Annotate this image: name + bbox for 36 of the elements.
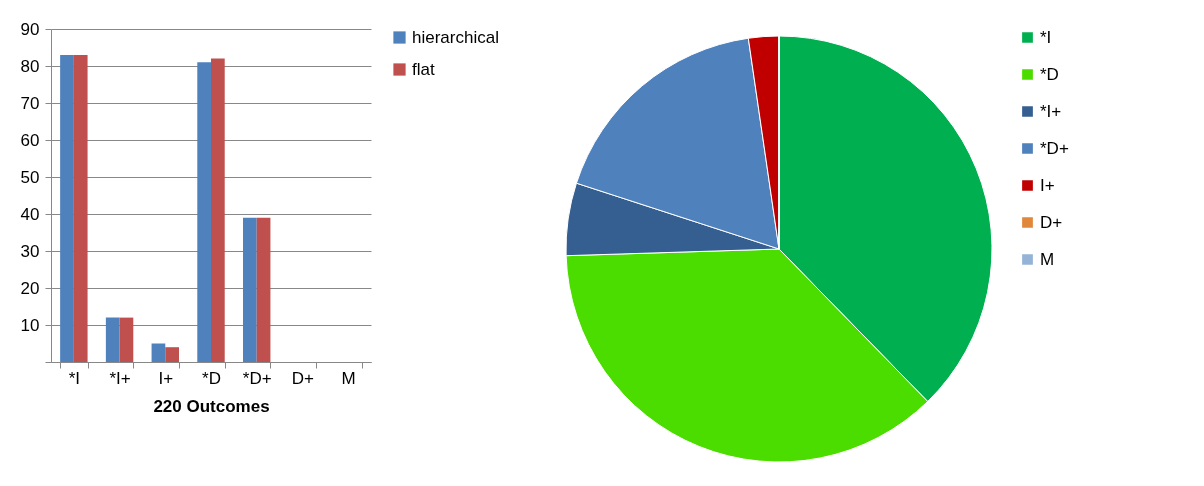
x-tick-label: *D+ bbox=[242, 368, 272, 388]
y-tick-label: 70 bbox=[20, 93, 40, 113]
x-tick-label: *I+ bbox=[109, 368, 131, 388]
x-tick-label: *D bbox=[202, 368, 221, 388]
legend-label: flat bbox=[412, 59, 435, 79]
bar bbox=[165, 347, 179, 362]
legend-label: D+ bbox=[1040, 212, 1063, 232]
x-tick-label: *I bbox=[68, 368, 81, 388]
y-tick-label: 40 bbox=[20, 204, 40, 224]
y-tick-label: 80 bbox=[20, 56, 40, 76]
bar bbox=[73, 54, 88, 362]
x-axis-title: 220 Outcomes bbox=[153, 396, 270, 416]
legend-label: *I bbox=[1040, 27, 1052, 47]
y-tick-label: 30 bbox=[20, 241, 40, 261]
legend-label: hierarchical bbox=[412, 27, 499, 47]
bar bbox=[211, 58, 225, 362]
bar bbox=[256, 217, 271, 362]
legend-label: *I+ bbox=[1040, 101, 1062, 121]
y-tick-label: 10 bbox=[20, 315, 40, 335]
legend-label: I+ bbox=[1040, 175, 1055, 195]
bar bbox=[119, 317, 134, 362]
y-tick-label: 50 bbox=[20, 167, 40, 187]
x-tick-label: I+ bbox=[158, 368, 174, 388]
legend-label: M bbox=[1040, 249, 1055, 269]
bar bbox=[197, 62, 211, 362]
x-tick-label: M bbox=[341, 368, 356, 388]
legend-label: *D bbox=[1040, 64, 1059, 84]
bar bbox=[60, 54, 74, 362]
y-tick-label: 90 bbox=[20, 19, 40, 39]
x-tick-label: D+ bbox=[291, 368, 315, 388]
bar bbox=[243, 217, 257, 362]
y-tick-label: 60 bbox=[20, 130, 40, 150]
bar bbox=[151, 343, 166, 362]
bar bbox=[105, 317, 120, 362]
legend-label: *D+ bbox=[1040, 138, 1069, 158]
y-tick-label: 20 bbox=[20, 278, 40, 298]
